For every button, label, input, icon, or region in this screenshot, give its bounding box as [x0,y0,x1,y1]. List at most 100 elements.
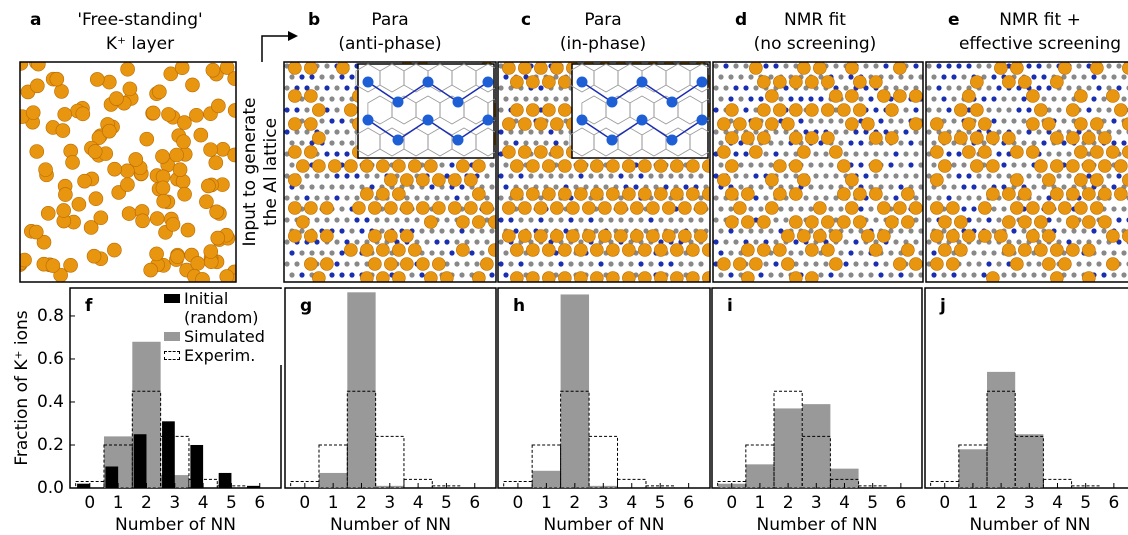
lattice-atom [743,63,748,68]
lattice-atom [284,217,289,222]
k-ion [1066,160,1079,173]
lattice-atom [713,195,718,200]
k-ion [805,244,818,257]
k-ion [360,188,373,201]
lattice-atom [503,96,508,101]
lattice-atom [1046,63,1051,68]
k-ion [757,216,770,229]
k-ion [518,62,531,75]
lattice-atom [981,184,986,189]
k-ion [162,107,176,121]
lattice-atom [913,151,918,156]
k-ion [1010,258,1023,271]
k-ion [550,202,563,215]
legend-entry: Simulated [162,327,284,346]
lattice-atom [961,272,966,277]
k-ion [1098,132,1111,145]
k-ion [170,250,184,264]
lattice-atom [723,63,728,68]
lattice-atom [808,162,813,167]
lattice-atom [503,162,508,167]
site [483,77,494,88]
k-ion [909,90,922,103]
site [577,77,588,88]
lattice-atom [898,74,903,79]
lattice-atom [638,173,643,178]
lattice-atom [678,173,683,178]
x-tick-label: 3 [811,493,822,513]
k-ion [970,104,983,117]
site [697,77,708,88]
lattice-atom [354,195,359,200]
k-ion [630,230,643,243]
legend-swatch [164,351,180,360]
lattice-atom [1011,96,1016,101]
k-ion [654,160,667,173]
k-ion [837,104,850,117]
lattice-atom [883,195,888,200]
x-axis-label: Number of NN [970,515,1091,535]
lattice-atom [618,217,623,222]
lattice-atom [931,162,936,167]
lattice-atom [873,63,878,68]
k-ion [829,90,842,103]
k-ion [472,160,485,173]
k-ion [288,118,301,131]
k-ion [813,202,826,215]
k-ion [526,76,539,89]
k-ion [1090,146,1103,159]
x-tick-label: 0 [939,493,950,513]
lattice-atom [628,217,633,222]
lattice-atom [454,195,459,200]
legend-swatch [164,294,180,303]
k-ion [107,243,121,257]
lattice-atom [753,85,758,90]
k-ion [638,160,651,173]
lattice-atom [758,272,763,277]
k-ion [87,249,101,263]
k-ion [1066,188,1079,201]
lattice-atom [633,184,638,189]
lattice-atom [364,173,369,178]
k-ion [813,230,826,243]
lattice-atom [883,63,888,68]
k-ion [320,202,333,215]
lattice-atom [956,63,961,68]
k-ion [757,76,770,89]
lattice-atom [444,217,449,222]
lattice-atom [818,96,823,101]
k-ion [558,188,571,201]
k-ion [336,62,349,75]
k-ion [526,160,539,173]
k-ion [1010,146,1023,159]
lattice-atom [718,206,723,211]
lattice-atom [469,250,474,255]
k-ion [1074,146,1087,159]
initial-bar [190,445,203,488]
lattice-atom [658,217,663,222]
k-ion [170,148,184,162]
lattice-atom [1021,228,1026,233]
x-tick-label: 2 [569,493,580,513]
k-ion [1002,244,1015,257]
k-ion [189,108,203,122]
structure-image [498,62,726,285]
k-ion [877,202,890,215]
lattice-atom [946,85,951,90]
k-ion [962,118,975,131]
lattice-atom [883,173,888,178]
lattice-atom [808,118,813,123]
lattice-atom [733,63,738,68]
k-ion [789,160,802,173]
lattice-atom [1041,140,1046,145]
k-ion [662,230,675,243]
lattice-atom [981,272,986,277]
k-ion [938,216,951,229]
k-ion [946,202,959,215]
k-ion [954,132,967,145]
lattice-atom [404,217,409,222]
k-ion [39,163,53,177]
k-ion [845,62,858,75]
lattice-atom [728,206,733,211]
lattice-atom [888,118,893,123]
